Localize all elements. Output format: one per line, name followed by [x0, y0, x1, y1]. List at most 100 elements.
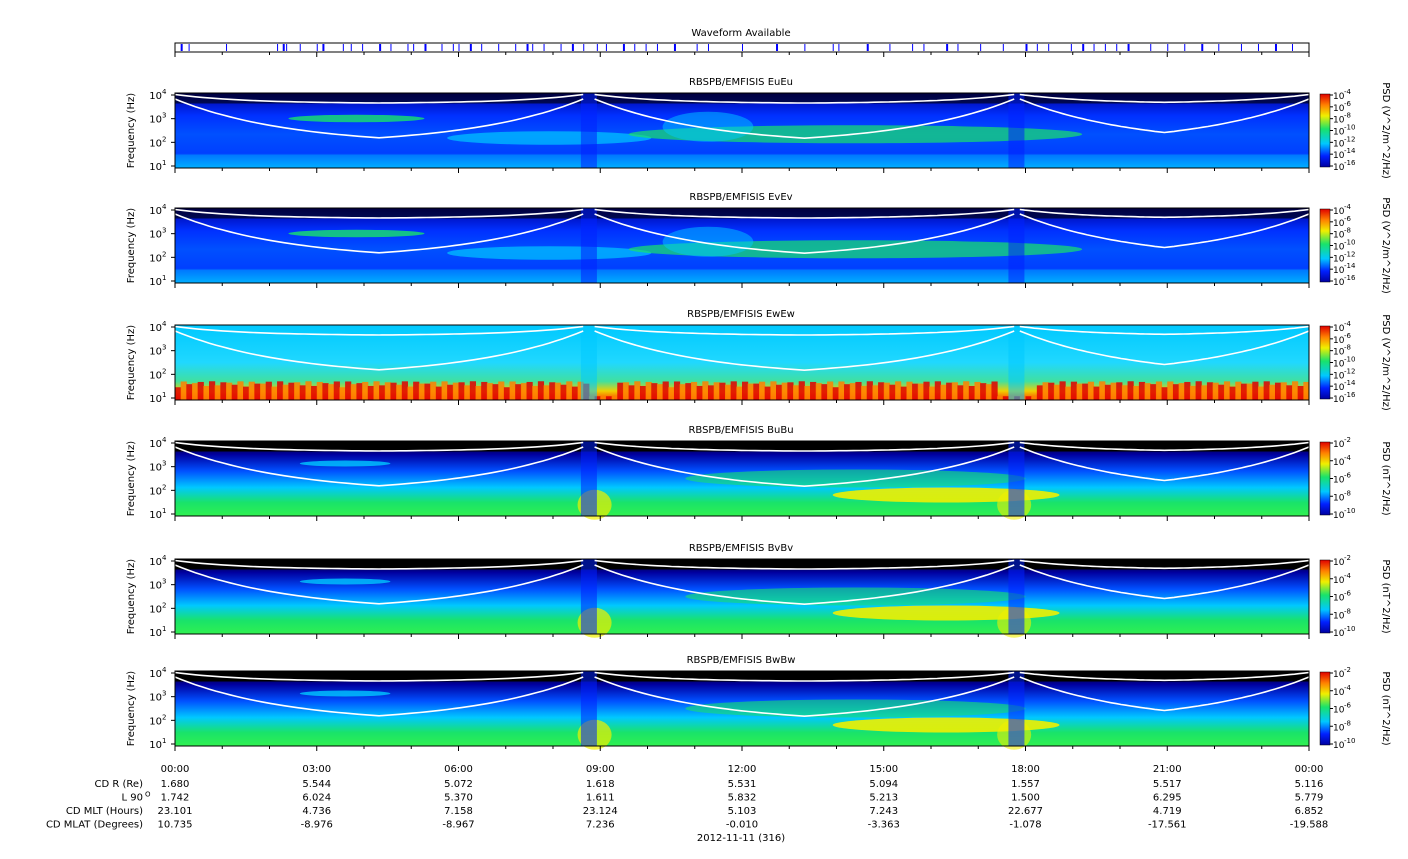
colorbar-tick-exponent: -8 — [1344, 112, 1351, 120]
colorbar-tick-label: 10 — [1333, 741, 1345, 751]
emission-spike — [367, 385, 374, 400]
emission-spike — [957, 385, 964, 400]
x-tick-label: 18:00 — [1011, 764, 1040, 775]
y-tick-exponent: 2 — [162, 483, 166, 491]
emission-spike — [452, 382, 459, 400]
waveform-burst — [804, 44, 806, 51]
emission-spike — [821, 384, 828, 400]
emission-spike — [396, 384, 403, 400]
ephemeris-row-label-sup: O — [145, 791, 151, 799]
emission-spike — [736, 386, 743, 400]
x-axis — [174, 634, 1310, 639]
y-tick-label: 10 — [149, 604, 162, 615]
emission-spike — [571, 386, 579, 400]
emission-band — [685, 469, 1026, 488]
x-tick-label: 15:00 — [869, 764, 898, 775]
gyrofrequency-curve — [174, 98, 584, 139]
gyrofrequency-curve — [174, 446, 584, 487]
emission-spike — [237, 381, 244, 400]
colorbar-tick-exponent: -4 — [1344, 684, 1352, 692]
emission-spike — [1031, 396, 1038, 400]
emission-spike — [424, 383, 431, 400]
spectrogram-noise-floor — [175, 671, 1309, 682]
colorbar-tick-label: 10 — [1333, 324, 1345, 334]
emission-spike — [878, 382, 885, 400]
colorbar-tick-label: 10 — [1333, 254, 1345, 264]
emission-spike — [685, 383, 692, 400]
emission-spike — [328, 384, 335, 400]
y-tick-label: 10 — [149, 394, 162, 405]
emission-spike — [175, 387, 182, 400]
colorbar-tick-exponent: -6 — [1344, 590, 1352, 598]
waveform-burst — [656, 44, 658, 51]
emission-spike — [719, 382, 726, 400]
ephemeris-value: 5.517 — [1153, 779, 1182, 790]
gyrofrequency-curve — [594, 213, 1015, 255]
x-axis — [174, 516, 1310, 521]
colorbar-tick-label: 10 — [1333, 243, 1345, 253]
waveform-burst — [469, 44, 472, 51]
emission-spike — [866, 381, 873, 400]
emission-spike — [679, 384, 686, 400]
emission-spike — [248, 381, 255, 400]
panel-title: RBSPB/EMFISIS BwBw — [687, 655, 796, 666]
emission-spike — [668, 387, 675, 400]
colorbar-tick-label: 10 — [1333, 511, 1345, 521]
emission-spike — [316, 381, 323, 400]
gyrofrequency-curve — [1019, 671, 1310, 682]
colorbar-label: PSD (nT^2/Hz) — [1380, 671, 1391, 745]
emission-spike — [730, 381, 737, 400]
waveform-burst — [838, 44, 840, 51]
waveform-burst — [1218, 44, 1220, 51]
emission-spike — [1059, 381, 1066, 400]
waveform-title: Waveform Available — [691, 28, 790, 39]
ephemeris-value: 1.557 — [1011, 779, 1040, 790]
gyrofrequency-curve — [594, 208, 1015, 219]
emission-band — [299, 578, 391, 585]
colorbar-tick-exponent: -10 — [1344, 356, 1355, 364]
gyrofrequency-curve — [594, 330, 1015, 372]
y-tick-exponent: 3 — [162, 690, 166, 698]
emission-spike — [747, 383, 754, 400]
colorbar-tick-exponent: -6 — [1344, 332, 1352, 340]
gyrofrequency-curve — [174, 93, 584, 104]
waveform-burst — [707, 44, 709, 51]
gyrofrequency-curve — [1019, 330, 1310, 366]
emission-spike — [1303, 381, 1310, 400]
colorbar-tick-exponent: -10 — [1344, 239, 1355, 247]
perigee-streak — [580, 559, 597, 634]
ephemeris-value: 5.094 — [869, 779, 898, 790]
ephemeris-row-label: CD MLAT (Degrees) — [46, 820, 143, 831]
y-tick-label: 10 — [149, 206, 162, 217]
colorbar-label: PSD (V^2/m^2/Hz) — [1380, 82, 1391, 179]
y-tick-label: 10 — [149, 510, 162, 521]
emission-spike — [311, 385, 318, 400]
emission-spike — [912, 383, 919, 400]
emission-spike — [1070, 381, 1078, 400]
colorbar-tick-label: 10 — [1333, 383, 1345, 393]
gyrofrequency-curve — [594, 93, 1015, 104]
ephemeris-value: 5.544 — [302, 779, 331, 790]
y-tick-label: 10 — [149, 486, 162, 497]
colorbar-label: PSD (V^2/m^2/Hz) — [1380, 314, 1391, 411]
emission-spike — [690, 381, 698, 400]
y-tick-label: 10 — [149, 162, 162, 173]
colorbar-tick-exponent: -10 — [1344, 737, 1355, 745]
y-tick-label: 10 — [149, 230, 162, 241]
emission-spike — [260, 383, 267, 400]
emission-spike — [1093, 386, 1100, 400]
emission-spike — [265, 381, 272, 400]
emission-spike — [560, 384, 567, 400]
waveform-burst — [1291, 44, 1293, 51]
ephemeris-value: 1.611 — [586, 793, 615, 804]
y-axis-label: Frequency (Hz) — [126, 208, 137, 284]
emission-spike — [1223, 381, 1231, 400]
colorbar — [1319, 671, 1331, 746]
